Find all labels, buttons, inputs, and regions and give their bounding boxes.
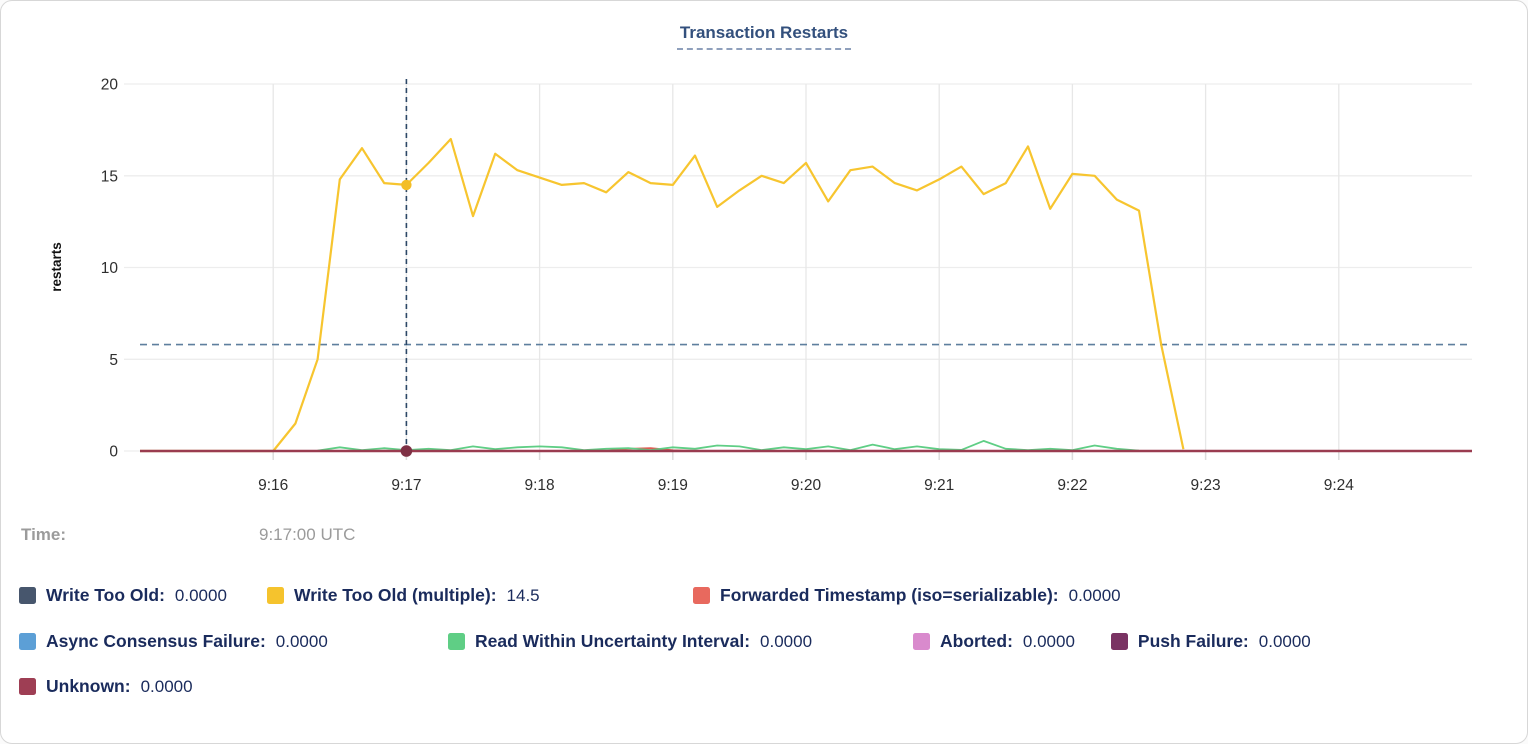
read-within-uncertainty-interval-label: Read Within Uncertainty Interval: — [475, 631, 751, 651]
x-tick-label: 9:20 — [791, 477, 822, 494]
y-tick-label: 5 — [109, 352, 118, 369]
transaction-restarts-chart[interactable]: 0 5 10 15 20 9:16 9:17 9:18 9:19 9:20 9:21 9:22 9:23… — [1, 1, 1528, 506]
write-too-old-label: Write Too Old: — [46, 585, 165, 605]
read-within-uncertainty-interval-value: 0.0000 — [760, 631, 813, 651]
unknown-swatch — [19, 678, 36, 695]
x-tick-label: 9:17 — [391, 477, 421, 494]
time-value: 9:17:00 UTC — [259, 525, 356, 544]
series-read-within-uncertainty-interval — [317, 440, 1140, 452]
aborted-label: Aborted: — [940, 631, 1013, 651]
forwarded-timestamp-label: Forwarded Timestamp (iso=serializable): — [720, 585, 1059, 605]
x-tick-label: 9:16 — [258, 477, 288, 494]
legend-row: Async Consensus Failure: 0.0000 Read Withi… — [19, 631, 1521, 652]
cursor-point — [400, 445, 413, 457]
legend-row: Write Too Old: 0.0000 Write Too Old (multi… — [19, 585, 1521, 606]
async-consensus-failure-swatch — [19, 633, 36, 650]
push-failure-value: 0.0000 — [1258, 631, 1311, 651]
legend-item-unknown: Unknown: 0.0000 — [19, 676, 193, 697]
legend-row: Unknown: 0.0000 — [19, 676, 1521, 697]
legend-item-forwarded-timestamp: Forwarded Timestamp (iso=serializable): 0… — [693, 585, 1121, 606]
read-within-uncertainty-interval-swatch — [448, 633, 465, 650]
chart-title: Transaction Restarts — [1, 23, 1527, 50]
x-tick-label: 9:22 — [1057, 477, 1087, 494]
y-tick-label: 10 — [101, 260, 119, 277]
legend-item-push-failure: Push Failure: 0.0000 — [1110, 631, 1311, 652]
x-tick-label: 9:23 — [1191, 477, 1221, 494]
legend-item-read-within-uncertainty-interval: Read Within Uncertainty Interval: 0.0000 — [448, 631, 877, 652]
legend-item-async-consensus-failure: Async Consensus Failure: 0.0000 — [19, 631, 412, 652]
cursor-point — [401, 179, 412, 191]
unknown-label: Unknown: — [46, 676, 131, 696]
aborted-swatch — [913, 633, 930, 650]
write-too-old-multiple-value: 14.5 — [506, 585, 540, 605]
push-failure-label: Push Failure: — [1137, 631, 1249, 651]
chart-title-text: Transaction Restarts — [676, 23, 852, 50]
forwarded-timestamp-value: 0.0000 — [1068, 585, 1121, 605]
x-tick-label: 9:18 — [525, 477, 555, 494]
push-failure-swatch — [1110, 633, 1128, 650]
y-tick-label: 0 — [109, 444, 118, 461]
series-write-too-old-multiple — [140, 137, 1185, 453]
y-axis-label: restarts — [49, 242, 64, 292]
legend-item-write-too-old-multiple: Write Too Old (multiple): 14.5 — [267, 585, 657, 606]
write-too-old-swatch — [19, 587, 36, 604]
x-tick-label: 9:24 — [1324, 477, 1355, 494]
aborted-value: 0.0000 — [1022, 631, 1075, 651]
legend-item-write-too-old: Write Too Old: 0.0000 — [19, 585, 231, 606]
x-tick-label: 9:19 — [658, 477, 688, 494]
x-tick-label: 9:21 — [924, 477, 954, 494]
async-consensus-failure-label: Async Consensus Failure: — [46, 631, 266, 651]
async-consensus-failure-value: 0.0000 — [275, 631, 328, 651]
unknown-value: 0.0000 — [140, 676, 193, 696]
time-label: Time: — [21, 525, 67, 544]
y-tick-label: 15 — [101, 168, 118, 185]
write-too-old-value: 0.0000 — [174, 585, 227, 605]
write-too-old-multiple-label: Write Too Old (multiple): — [294, 585, 497, 605]
write-too-old-multiple-swatch — [267, 587, 284, 604]
hover-time-row: Time: 9:17:00 UTC — [21, 525, 621, 549]
legend-item-aborted: Aborted: 0.0000 — [913, 631, 1075, 652]
y-tick-label: 20 — [101, 77, 119, 94]
forwarded-timestamp-swatch — [693, 587, 710, 604]
